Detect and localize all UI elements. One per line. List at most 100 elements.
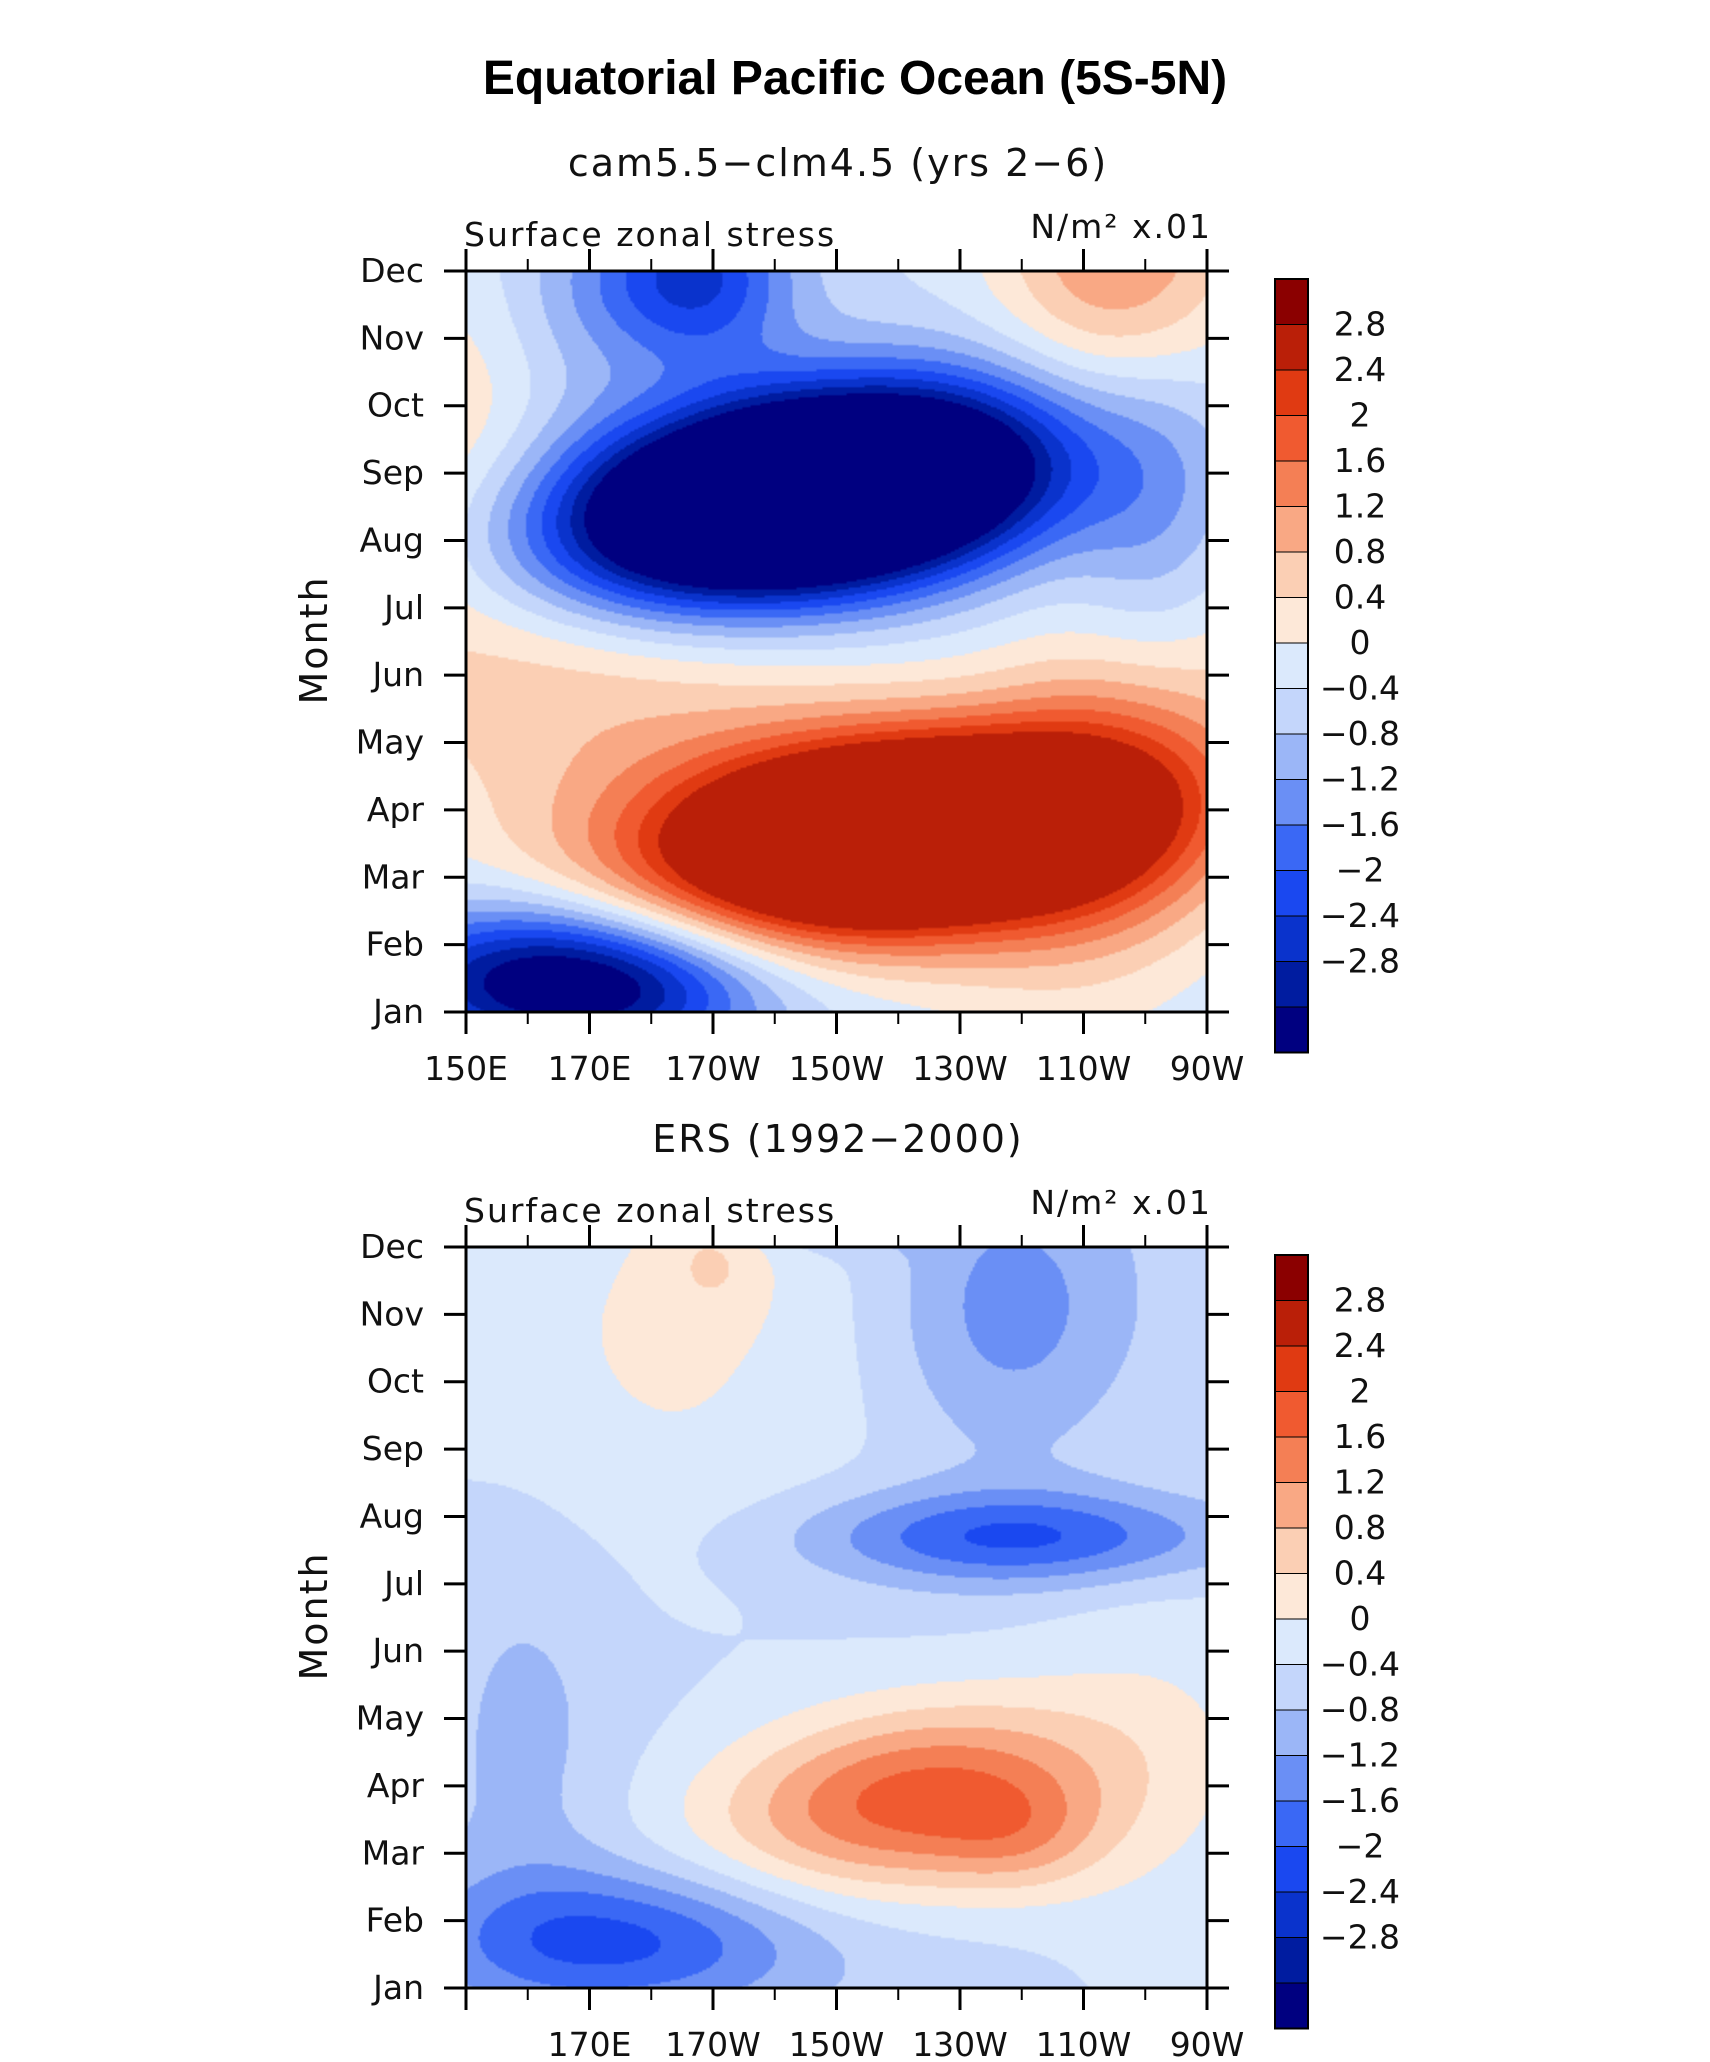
colorbar-label: −2.8 (1320, 942, 1400, 981)
colorbar-box (1274, 1482, 1309, 1529)
y-tick-label: Dec (360, 1227, 424, 1266)
x-tick-label: 110W (1036, 2025, 1132, 2062)
colorbar-box (1274, 1709, 1309, 1756)
colorbar-label: 0 (1350, 623, 1371, 662)
colorbar-box (1274, 1618, 1309, 1665)
y-axis-title: Month (292, 575, 336, 704)
colorbar-box (1274, 324, 1309, 371)
colorbar-box (1274, 1573, 1309, 1620)
x-tick-label: 170W (665, 1049, 761, 1088)
colorbar-label: 2.8 (1334, 1281, 1386, 1320)
colorbar-box (1274, 551, 1309, 598)
x-tick-label: 150E (424, 1049, 508, 1088)
colorbar-label: −0.8 (1320, 714, 1400, 753)
colorbar-label: 1.2 (1334, 1463, 1386, 1502)
y-tick-label: Nov (360, 318, 424, 357)
colorbar-label: −2.4 (1320, 1872, 1400, 1911)
colorbar-box (1274, 1755, 1309, 1802)
colorbar-box (1274, 688, 1309, 735)
colorbar-label: −1.2 (1320, 760, 1400, 799)
colorbar-label: −2 (1336, 1827, 1385, 1866)
colorbar-label: 0.8 (1334, 532, 1386, 571)
panel-title: cam5.5−clm4.5 (yrs 2−6) (568, 141, 1108, 185)
panel-title: ERS (1992−2000) (652, 1117, 1024, 1161)
colorbar-box (1274, 369, 1309, 416)
colorbar-box (1274, 1982, 1309, 2029)
x-tick-label: 150W (789, 2025, 885, 2062)
y-tick-label: Jun (370, 1631, 424, 1670)
x-tick-label: 90W (1170, 2025, 1245, 2062)
figure-title: Equatorial Pacific Ocean (5S-5N) (483, 52, 1227, 105)
colorbar-label: 0.4 (1334, 578, 1386, 617)
colorbar-box (1274, 1391, 1309, 1438)
y-tick-label: Jul (382, 588, 424, 627)
y-tick-label: Aug (360, 520, 424, 559)
x-tick-label: 110W (1036, 1049, 1132, 1088)
colorbar: 2.8 2.4 2 1.6 1.2 0.8 0.4 0 −0.4 −0.8 −1.2 −1.6 −2 −2… (1274, 278, 1400, 1054)
heatmap-image (466, 271, 1207, 1012)
colorbar-label: 0 (1350, 1599, 1371, 1638)
axis-ticks: Jan Feb Mar Apr May Jun Jul Aug Sep Oct Nov Dec 150E… (356, 249, 1244, 1088)
colorbar-box (1274, 460, 1309, 507)
colorbar-label: 2 (1350, 396, 1371, 435)
colorbar-box (1274, 597, 1309, 644)
panel-observed: ERS (1992−2000) Surface zonal stress N/m… (292, 1117, 1400, 2062)
x-tick-label: 150W (789, 1049, 885, 1088)
colorbar-box (1274, 1436, 1309, 1483)
y-tick-label: May (356, 1699, 424, 1738)
colorbar-label: 1.6 (1334, 1417, 1386, 1456)
y-tick-label: Sep (362, 1429, 424, 1468)
y-tick-label: Apr (367, 1766, 425, 1805)
colorbar: 2.8 2.4 2 1.6 1.2 0.8 0.4 0 −0.4 −0.8 −1.2 −1.6 −2 −2… (1274, 1254, 1400, 2030)
colorbar-box (1274, 415, 1309, 462)
x-tick-label: 170E (548, 1049, 632, 1088)
y-tick-label: Sep (362, 453, 424, 492)
y-tick-label: Dec (360, 251, 424, 290)
y-tick-label: Jan (371, 1968, 424, 2007)
colorbar-label: 2.4 (1334, 350, 1386, 389)
y-tick-label: Jan (371, 992, 424, 1031)
colorbar-label: 0.8 (1334, 1508, 1386, 1547)
colorbar-box (1274, 733, 1309, 780)
y-tick-label: Jul (382, 1564, 424, 1603)
colorbar-label: 1.6 (1334, 441, 1386, 480)
heatmap-plot (464, 1245, 1209, 1990)
heatmap-image (466, 1247, 1207, 1988)
colorbar-box (1274, 1345, 1309, 1392)
colorbar-box (1274, 1800, 1309, 1847)
colorbar-box (1274, 1006, 1309, 1053)
y-tick-label: Feb (366, 925, 424, 964)
units-label: N/m² x.01 (1030, 1183, 1212, 1222)
y-tick-label: Oct (367, 1362, 424, 1401)
colorbar-box (1274, 1527, 1309, 1574)
x-tick-label: 170W (665, 2025, 761, 2062)
colorbar-label: −1.2 (1320, 1736, 1400, 1775)
y-tick-label: Mar (362, 1833, 425, 1872)
y-tick-label: Jun (370, 655, 424, 694)
colorbar-label: 0.4 (1334, 1554, 1386, 1593)
y-tick-label: Feb (366, 1901, 424, 1940)
colorbar-box (1274, 1254, 1309, 1301)
y-axis-title: Month (292, 1551, 336, 1680)
colorbar-label: −2 (1336, 851, 1385, 890)
colorbar-label: 2.8 (1334, 305, 1386, 344)
colorbar-frame (1274, 1254, 1309, 2030)
colorbar-box (1274, 1664, 1309, 1711)
colorbar-label: −0.8 (1320, 1690, 1400, 1729)
colorbar-label: 1.2 (1334, 487, 1386, 526)
colorbar-box (1274, 779, 1309, 826)
colorbar-box (1274, 1300, 1309, 1347)
y-tick-label: Mar (362, 857, 425, 896)
colorbar-box (1274, 278, 1309, 325)
y-tick-label: May (356, 723, 424, 762)
colorbar-box (1274, 642, 1309, 689)
y-tick-label: Aug (360, 1496, 424, 1535)
colorbar-box (1274, 870, 1309, 917)
colorbar-label: 2 (1350, 1372, 1371, 1411)
y-tick-label: Nov (360, 1294, 424, 1333)
colorbar-box (1274, 1891, 1309, 1938)
axis-ticks: Jan Feb Mar Apr May Jun Jul Aug Sep Oct Nov Dec 170E… (356, 1225, 1245, 2062)
y-tick-label: Oct (367, 386, 424, 425)
colorbar-label: 2.4 (1334, 1326, 1386, 1365)
heatmap-plot (464, 269, 1209, 1014)
